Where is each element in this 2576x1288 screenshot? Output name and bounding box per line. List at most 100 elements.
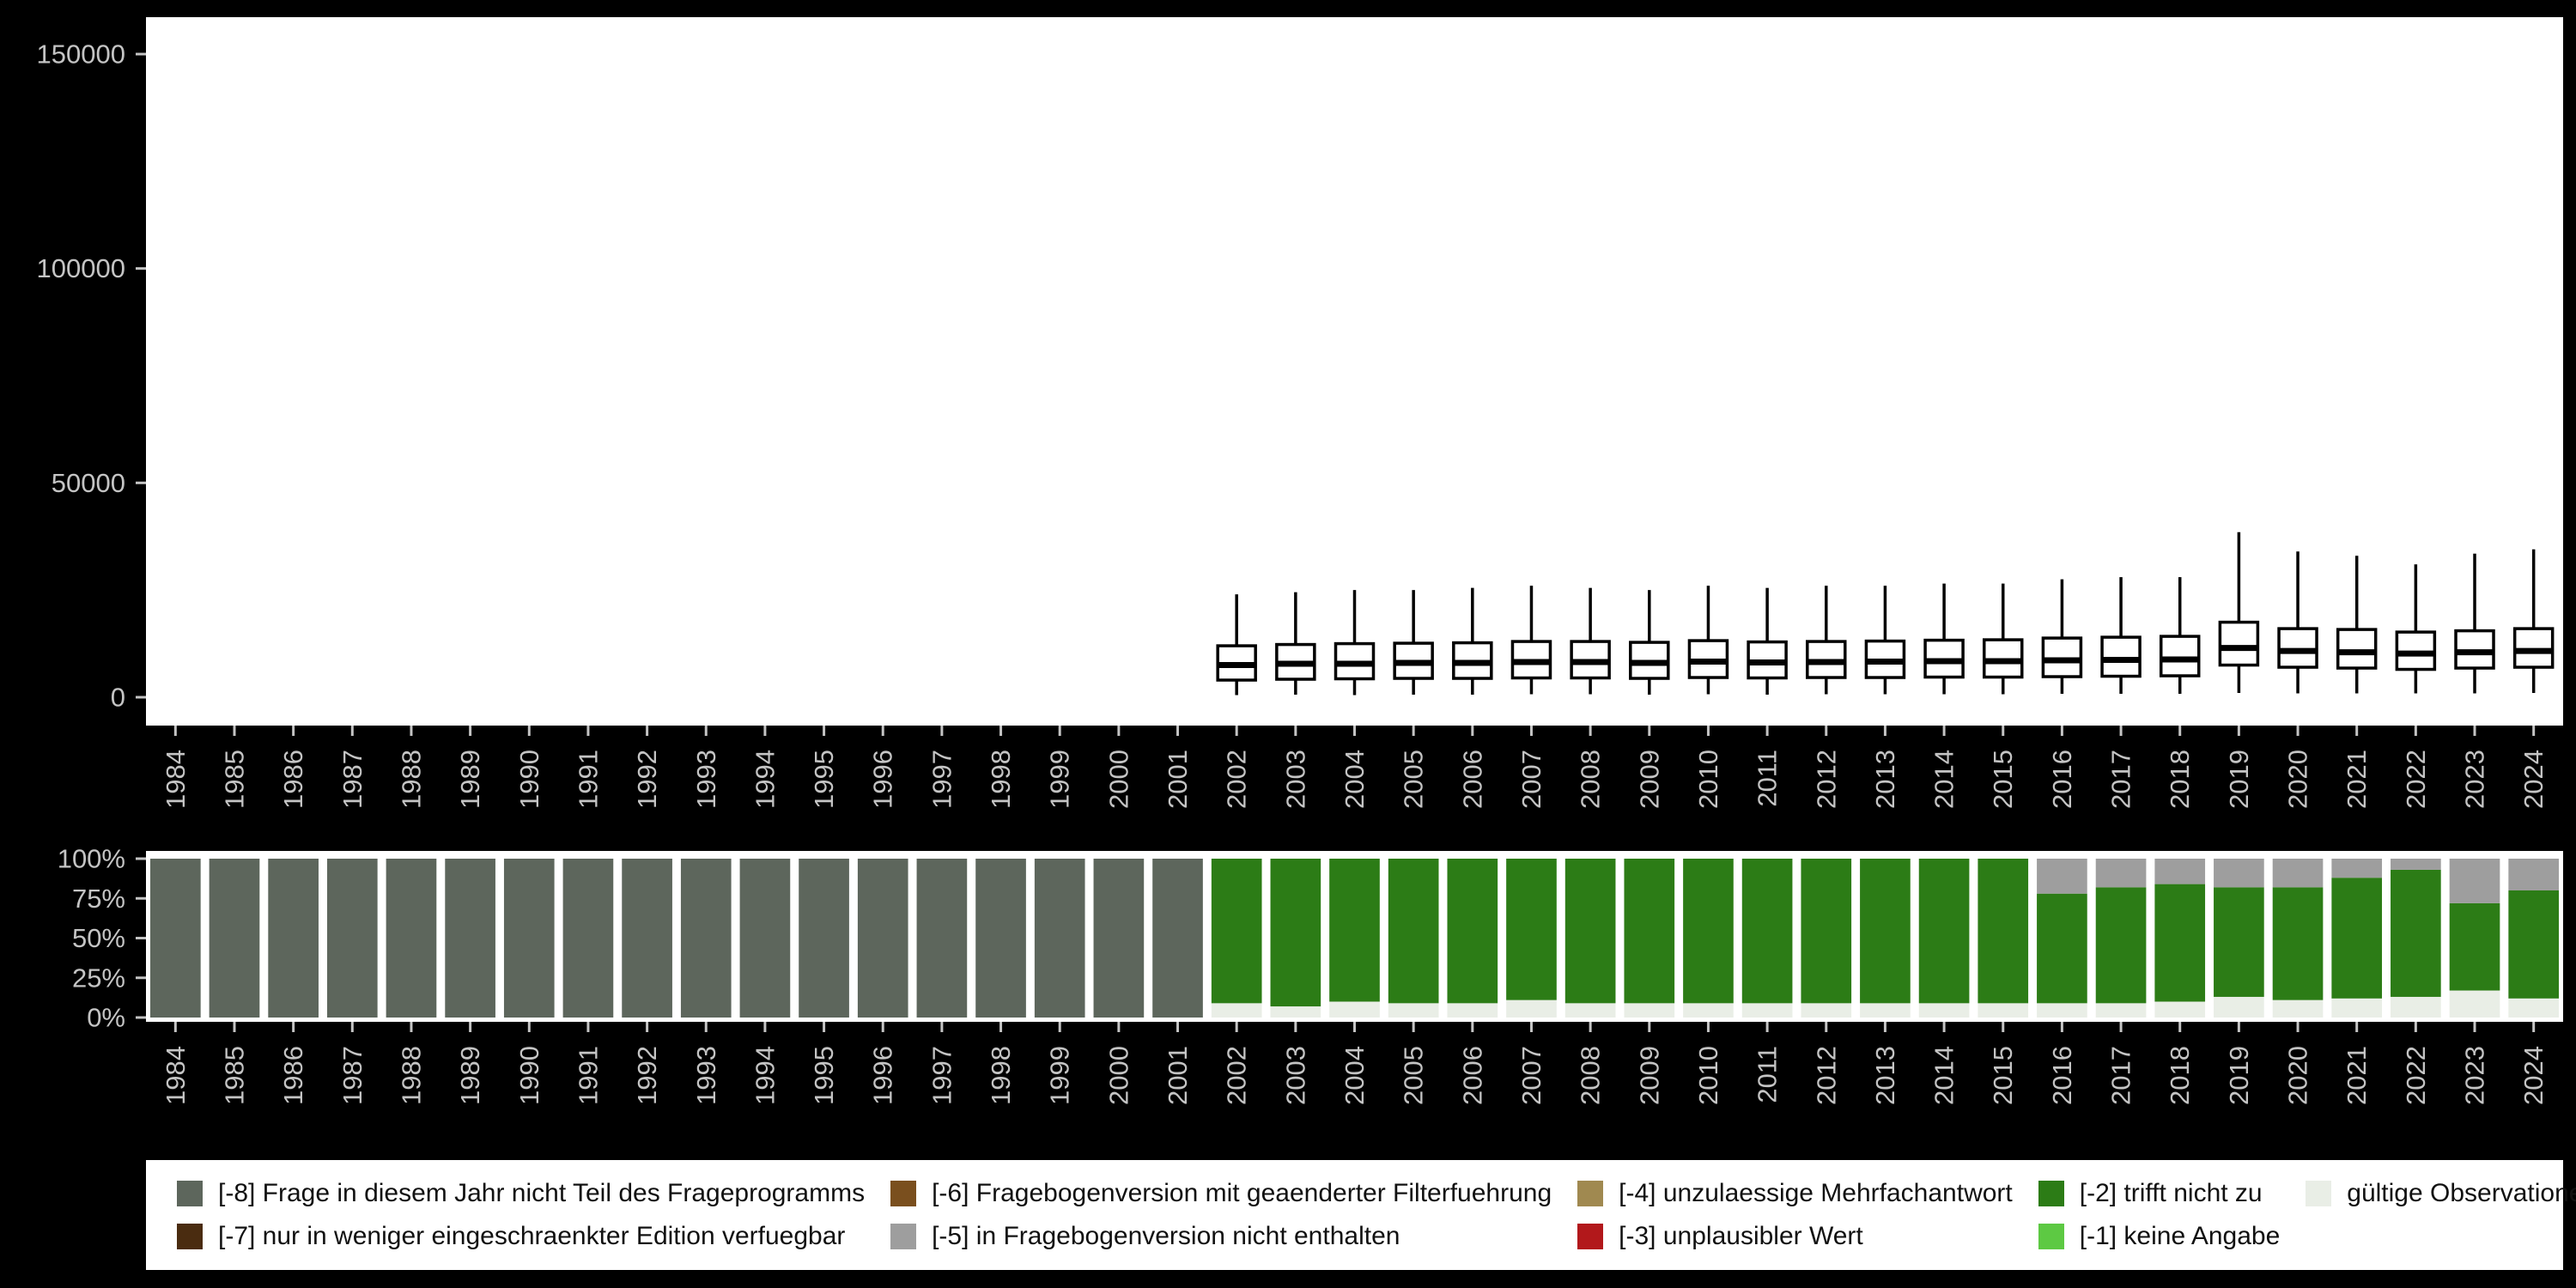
- bar-segment: [2272, 999, 2324, 1018]
- x-tick-label: 2022: [2401, 750, 2431, 809]
- x-tick-label: 2013: [1870, 1046, 1900, 1105]
- x-tick-label: 2021: [2342, 1046, 2372, 1105]
- legend-item: [-5] in Fragebogenversion nicht enthalte…: [890, 1222, 1552, 1251]
- bar-segment: [1918, 859, 1970, 1004]
- bar-segment: [1388, 859, 1439, 1004]
- legend-label: gültige Observationen: [2347, 1179, 2576, 1207]
- legend-item: [-2] trifft nicht zu: [2038, 1179, 2281, 1208]
- x-tick-label: 1985: [219, 1046, 249, 1105]
- x-tick-label: 2024: [2518, 1046, 2549, 1105]
- legend-swatch: [1577, 1181, 1604, 1206]
- x-tick-label: 2019: [2224, 1046, 2254, 1105]
- legend-swatch: [890, 1181, 917, 1206]
- bar-segment: [1801, 1003, 1852, 1018]
- bar-segment: [2154, 859, 2206, 884]
- legend-label: [-1] keine Angabe: [2079, 1222, 2281, 1250]
- boxplot-box: [2100, 635, 2142, 678]
- x-tick-label: 2007: [1516, 1046, 1546, 1105]
- legend-swatch: [177, 1224, 203, 1249]
- bar-segment: [2037, 1003, 2087, 1018]
- y-tick-label: 100000: [37, 253, 125, 283]
- bar-segment: [622, 859, 672, 1018]
- legend-label: [-5] in Fragebogenversion nicht enthalte…: [932, 1222, 1400, 1250]
- legend-item: [-7] nur in weniger eingeschraenkter Edi…: [177, 1222, 865, 1251]
- bar-segment: [2331, 998, 2383, 1018]
- bar-segment: [1683, 1003, 1734, 1018]
- x-tick-label: 1996: [868, 750, 898, 809]
- x-tick-label: 2020: [2283, 1046, 2313, 1105]
- x-tick-label: 1996: [868, 1046, 898, 1105]
- x-tick-label: 1987: [337, 750, 368, 809]
- bar-segment: [2391, 869, 2441, 997]
- bar-segment: [445, 859, 495, 1018]
- x-tick-label: 2023: [2460, 750, 2490, 809]
- legend-label: [-2] trifft nicht zu: [2079, 1179, 2263, 1207]
- x-tick-label: 2011: [1753, 1046, 1783, 1103]
- x-tick-label: 1998: [986, 1046, 1016, 1105]
- x-tick-label: 2003: [1280, 1046, 1310, 1105]
- x-tick-label: 2023: [2460, 1046, 2490, 1105]
- legend-item: [-4] unzulaessige Mehrfachantwort: [1577, 1179, 2013, 1208]
- x-tick-label: 2001: [1163, 750, 1193, 809]
- y-tick-label: 100%: [58, 844, 125, 874]
- x-tick-label: 2017: [2106, 1046, 2136, 1105]
- x-tick-label: 1987: [337, 1046, 368, 1105]
- bar-segment: [2391, 996, 2441, 1018]
- x-tick-label: 2015: [1988, 750, 2018, 809]
- x-tick-label: 2014: [1929, 1046, 1959, 1105]
- bar-segment: [1741, 1003, 1793, 1018]
- y-tick-label: 50%: [72, 923, 125, 953]
- bar-segment: [2391, 859, 2441, 870]
- x-tick-label: 1994: [750, 1046, 780, 1105]
- x-tick-label: 2013: [1870, 750, 1900, 809]
- legend-item: [-3] unplausibler Wert: [1577, 1222, 2013, 1251]
- x-tick-label: 2005: [1399, 1046, 1429, 1105]
- bar-segment: [1447, 859, 1498, 1004]
- bar-segment: [503, 859, 555, 1018]
- bar-segment: [2214, 996, 2264, 1018]
- x-tick-label: 1984: [161, 1046, 191, 1105]
- x-tick-label: 1998: [986, 750, 1016, 809]
- x-tick-label: 1990: [514, 750, 544, 809]
- bar-segment: [680, 859, 732, 1018]
- bar-segment: [2508, 859, 2559, 890]
- y-tick-label: 75%: [72, 884, 125, 914]
- bar-segment: [2449, 902, 2500, 991]
- bar-segment: [1152, 859, 1203, 1018]
- bar-segment: [1860, 1003, 1911, 1018]
- bar-segment: [857, 859, 908, 1018]
- bar-segment: [2331, 878, 2383, 999]
- bar-segment: [326, 859, 378, 1018]
- x-tick-label: 2006: [1457, 1046, 1487, 1105]
- bar-segment: [2272, 859, 2324, 888]
- x-tick-label: 2017: [2106, 750, 2136, 809]
- x-tick-label: 1997: [927, 1046, 957, 1105]
- bar-segment: [2095, 859, 2147, 888]
- bar-segment: [799, 859, 849, 1018]
- x-tick-label: 1992: [632, 1046, 662, 1105]
- x-tick-label: 1995: [809, 1046, 839, 1105]
- x-tick-label: 1991: [573, 750, 603, 809]
- legend-item: gültige Observationen: [2306, 1179, 2576, 1208]
- x-tick-label: 2016: [2047, 750, 2077, 809]
- y-tick-label: 0%: [87, 1003, 125, 1033]
- bar-segment: [1564, 1003, 1616, 1018]
- legend-item: [-6] Fragebogenversion mit geaenderter F…: [890, 1179, 1552, 1208]
- bar-segment: [386, 859, 437, 1018]
- x-tick-label: 1988: [396, 750, 426, 809]
- y-tick-label: 50000: [52, 468, 125, 498]
- x-tick-label: 2022: [2401, 1046, 2431, 1105]
- x-tick-label: 1994: [750, 750, 780, 809]
- legend-label: [-8] Frage in diesem Jahr nicht Teil des…: [218, 1179, 866, 1207]
- boxplot-box: [2159, 635, 2201, 677]
- x-tick-label: 2007: [1516, 750, 1546, 809]
- bar-segment: [2214, 859, 2264, 888]
- charts-svg: 0 50000 100000 150000 1984 1985 1986 1987 1988 19…: [37, 17, 2563, 1105]
- x-tick-label: 2009: [1634, 1046, 1664, 1105]
- bar-segment: [209, 859, 260, 1018]
- x-tick-label: 2015: [1988, 1046, 2018, 1105]
- bar-segment: [2272, 887, 2324, 1000]
- bar-segment: [1624, 859, 1675, 1004]
- x-tick-label: 1988: [396, 1046, 426, 1105]
- x-tick-label: 1993: [691, 750, 721, 809]
